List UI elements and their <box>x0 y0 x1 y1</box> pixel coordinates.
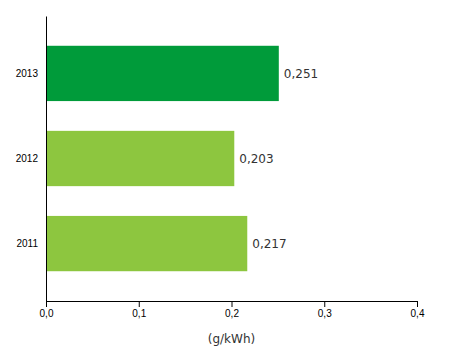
tick-label: 0,1 <box>132 308 146 319</box>
y-axis: 2011 2012 2013 <box>16 17 47 302</box>
axis-line <box>46 17 47 302</box>
x-axis-title: (g/kWh) <box>208 332 255 346</box>
tick-label: 0,4 <box>411 308 425 319</box>
data-labels: 0,217 0,203 0,251 <box>239 67 318 251</box>
tick-label: 2011 <box>16 238 38 249</box>
bar <box>46 131 234 186</box>
tick-mark <box>232 301 233 307</box>
tick-mark <box>46 301 47 307</box>
tick-mark <box>139 301 140 307</box>
y-tick: 2013 <box>16 68 46 79</box>
y-tick: 2011 <box>16 238 46 249</box>
bar <box>46 46 279 101</box>
tick-label: 2013 <box>16 68 39 79</box>
data-label: 0,251 <box>284 67 318 81</box>
x-tick: 0,0 <box>40 301 54 319</box>
tick-label: 2012 <box>16 153 39 164</box>
tick-label: 0,3 <box>318 308 332 319</box>
x-tick: 0,2 <box>225 301 239 319</box>
data-label: 0,203 <box>239 152 273 166</box>
data-label: 0,217 <box>252 237 286 251</box>
bar <box>46 216 247 271</box>
tick-mark <box>417 301 418 307</box>
chart-container: 0,2170,2030,2510,00,10,20,30,42011201220… <box>0 0 457 357</box>
bars <box>46 46 279 271</box>
tick-label: 0,2 <box>225 308 239 319</box>
plot-area: 0,2170,2030,2510,00,10,20,30,42011201220… <box>16 17 425 320</box>
tick-label: 0,0 <box>40 308 54 319</box>
axis-line <box>47 302 418 308</box>
y-tick: 2012 <box>16 153 46 164</box>
x-tick: 0,4 <box>411 301 425 319</box>
x-tick: 0,3 <box>318 301 332 319</box>
tick-mark <box>324 301 325 307</box>
x-axis: 0,0 0,1 0,2 0,3 0,4 <box>40 301 425 319</box>
chart-svg: 0,2170,2030,2510,00,10,20,30,42011201220… <box>0 0 457 357</box>
x-tick: 0,1 <box>132 301 146 319</box>
